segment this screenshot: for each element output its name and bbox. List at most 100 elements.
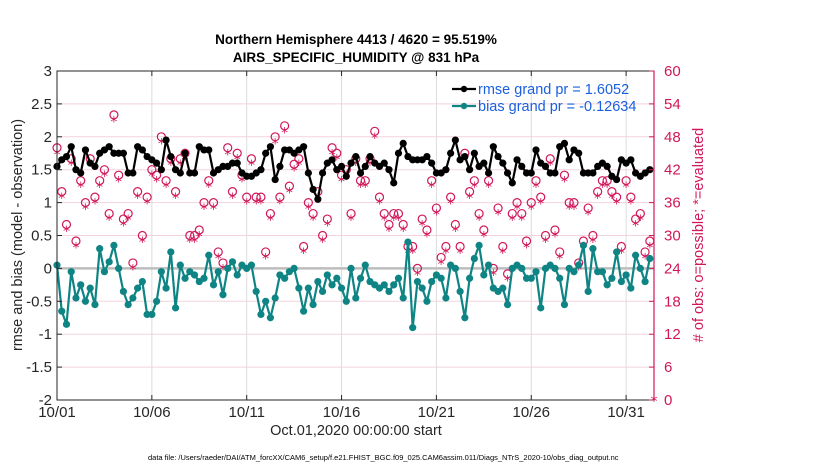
obs-possible-marker (317, 230, 328, 241)
y-tick-label: -0.5 (26, 293, 52, 310)
obs-possible-marker (80, 198, 91, 208)
obs-possible-marker (635, 208, 645, 219)
obs-evaluated-marker: * (480, 230, 487, 246)
rmse-point (271, 175, 279, 184)
obs-possible-marker (265, 208, 276, 219)
bias-point (100, 268, 109, 276)
y2-tick-label: 36 (664, 195, 681, 212)
rmse-point (162, 136, 170, 144)
obs-evaluated-marker: * (257, 197, 264, 213)
obs-evaluated-marker: * (115, 175, 122, 191)
obs-possible-marker (536, 192, 546, 202)
rmse-point (81, 146, 90, 154)
obs-possible-marker (569, 198, 579, 208)
rmse-point (205, 146, 213, 154)
obs-evaluated-marker: * (129, 262, 136, 278)
rmse-point (466, 166, 474, 174)
obs-possible-marker (550, 225, 560, 235)
obs-evaluated-marker: * (248, 158, 255, 174)
obs-evaluated-marker: * (613, 197, 620, 213)
obs-evaluated-marker: * (589, 235, 596, 251)
obs-evaluated-marker: * (566, 202, 573, 218)
obs-evaluated-marker: * (110, 114, 117, 130)
bias-point (423, 297, 431, 305)
obs-evaluated-marker: * (291, 164, 298, 180)
obs-possible-marker (189, 230, 200, 241)
obs-evaluated-marker: * (414, 268, 421, 284)
obs-count-markers: ******* *********************************… (52, 110, 658, 410)
obs-possible-marker (531, 176, 541, 186)
obs-evaluated-marker: * (390, 213, 397, 229)
bias-point (81, 297, 90, 305)
bias-point (470, 254, 478, 263)
bias-point (413, 277, 422, 286)
obs-possible-marker (322, 214, 332, 224)
x-tick-label: 10/21 (418, 404, 456, 421)
obs-possible-marker (199, 198, 209, 208)
bias-point (380, 281, 388, 289)
obs-evaluated-marker: * (305, 202, 312, 218)
rmse-point (494, 152, 502, 161)
y2-tick-label: 24 (664, 260, 681, 277)
obs-possible-marker (526, 198, 536, 208)
obs-evaluated-marker: * (509, 213, 516, 229)
obs-evaluated-marker: * (604, 180, 611, 196)
bias-point (119, 287, 127, 296)
obs-possible-marker (564, 198, 574, 208)
y-tick-label: 1.5 (31, 162, 52, 179)
rmse-point (541, 162, 550, 171)
rmse-point (451, 136, 459, 144)
obs-evaluated-marker: * (338, 175, 345, 191)
rmse-point (551, 169, 559, 177)
obs-evaluated-marker: * (623, 180, 630, 196)
bias-point (190, 271, 199, 279)
obs-evaluated-marker: * (547, 158, 554, 174)
bias-point (233, 271, 241, 279)
bias-point (157, 268, 165, 276)
legend: rmse grand pr = 1.6052 bias grand pr = -… (452, 82, 636, 115)
obs-possible-marker (474, 208, 484, 219)
bias-point (262, 297, 270, 305)
bias-point (224, 264, 232, 272)
obs-evaluated-marker: * (556, 251, 563, 267)
bias-point (219, 291, 227, 299)
rmse-point (181, 149, 189, 157)
obs-evaluated-marker: * (324, 219, 331, 235)
rmse-point (266, 143, 275, 151)
obs-evaluated-marker: * (139, 235, 146, 251)
bias-point (115, 264, 123, 272)
bias-point (176, 261, 184, 269)
bias-point (134, 284, 142, 292)
bias-point (466, 274, 474, 282)
legend-bias-label: bias grand pr = -0.12634 (478, 99, 636, 115)
y-tick-label: 3 (44, 63, 52, 80)
obs-evaluated-marker: * (362, 180, 369, 196)
obs-evaluated-marker: * (523, 240, 530, 256)
rmse-point (480, 159, 488, 167)
obs-possible-marker (393, 208, 404, 219)
bias-point (309, 300, 317, 309)
obs-possible-marker (450, 219, 460, 230)
bias-point (527, 274, 535, 282)
obs-evaluated-marker: * (82, 202, 89, 218)
obs-possible-marker (512, 198, 522, 208)
obs-possible-marker (374, 192, 385, 202)
bias-point (205, 251, 213, 259)
obs-evaluated-marker: * (177, 158, 184, 174)
obs-possible-marker (597, 176, 608, 186)
bias-point (105, 258, 113, 266)
bias-point (428, 277, 436, 286)
obs-possible-marker (109, 110, 119, 120)
bias-point (271, 294, 279, 302)
obs-possible-marker (436, 252, 446, 263)
bias-point (91, 300, 99, 309)
rmse-point (423, 152, 431, 161)
bias-point (96, 245, 104, 253)
obs-possible-marker (232, 148, 242, 158)
bias-point (318, 287, 327, 296)
obs-possible-marker (161, 176, 171, 186)
obs-evaluated-marker: * (134, 191, 141, 207)
bias-point (110, 241, 118, 249)
bias-point (328, 281, 336, 289)
obs-possible-marker (280, 121, 290, 131)
